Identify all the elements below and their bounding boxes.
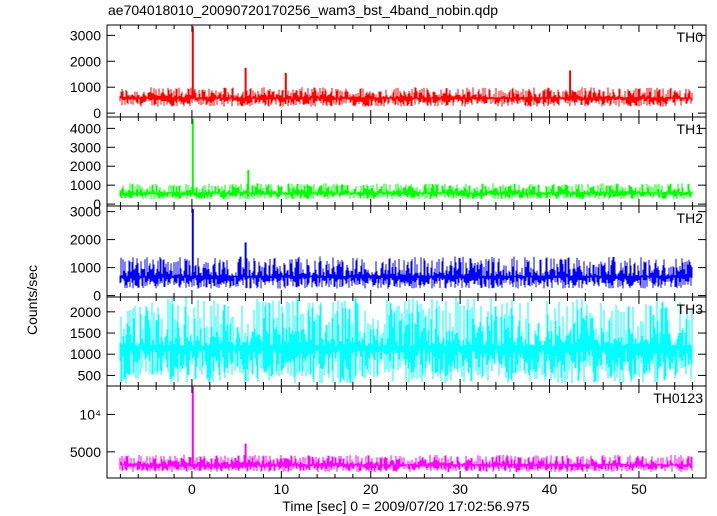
panel-th2-label: TH2 [677, 210, 704, 226]
panel-th0-ytick-label-3: 3000 [70, 27, 101, 43]
chart-title: ae704018010_20090720170256_wam3_bst_4ban… [108, 2, 499, 18]
panel-th1-ytick-label-1: 1000 [70, 177, 101, 193]
panel-th1-ytick-label-4: 4000 [70, 120, 101, 136]
panel-th1-ytick-label-3: 3000 [70, 139, 101, 155]
panel-th2-ytick-label-0: 0 [93, 288, 101, 304]
panel-th3-ytick-label-0: 500 [78, 367, 102, 383]
panel-th3-series-line [119, 297, 693, 384]
panel-th1-ytick-label-0: 0 [93, 196, 101, 212]
panel-th0123-label: TH0123 [653, 390, 703, 406]
panel-th0-ytick-label-0: 0 [93, 105, 101, 121]
x-axis-label: Time [sec] 0 = 2009/07/20 17:02:56.975 [282, 498, 530, 514]
x-tick-label-5: 50 [631, 481, 647, 497]
panel-th2-series-line [119, 256, 693, 289]
x-tick-label-4: 40 [542, 481, 558, 497]
panel-th0-label: TH0 [677, 29, 704, 45]
x-tick-label-1: 10 [274, 481, 290, 497]
panel-th0123-series-line [119, 454, 693, 472]
panel-th3-ytick-label-2: 1500 [70, 325, 101, 341]
panel-th2-ytick-label-3: 3000 [70, 204, 101, 220]
panel-th3-label: TH3 [677, 301, 704, 317]
panel-th2-ytick-label-2: 2000 [70, 232, 101, 248]
panel-th0-series-line [119, 87, 693, 107]
x-tick-label-0: 0 [188, 481, 196, 497]
panel-th0123-ytick-label-1: 10⁴ [79, 406, 101, 422]
panel-th2-ytick-label-1: 1000 [70, 260, 101, 276]
panel-th3-ytick-label-1: 1000 [70, 346, 101, 362]
x-tick-label-2: 20 [363, 481, 379, 497]
x-tick-label-3: 30 [452, 481, 468, 497]
panel-th0-ytick-label-1: 1000 [70, 79, 101, 95]
panel-th3-ytick-label-3: 2000 [70, 304, 101, 320]
panel-th0123-ytick-label-0: 5000 [70, 444, 101, 460]
panel-th1-ytick-label-2: 2000 [70, 158, 101, 174]
panel-th0-ytick-label-2: 2000 [70, 53, 101, 69]
panel-th1-series-line [119, 183, 693, 200]
panel-th1-label: TH1 [677, 121, 704, 137]
